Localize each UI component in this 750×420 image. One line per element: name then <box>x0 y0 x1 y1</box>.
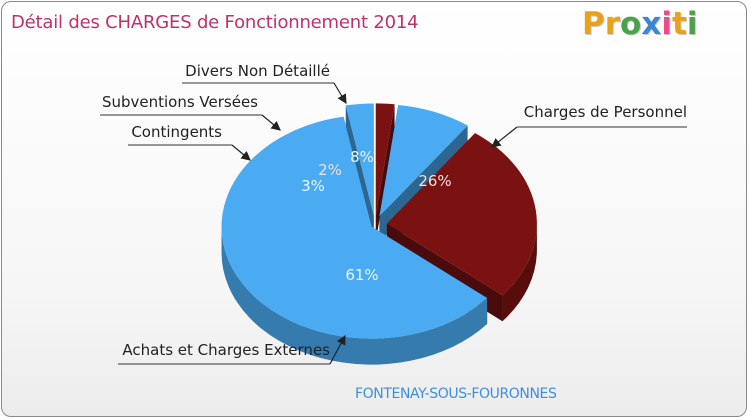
slice-percent-label: 3% <box>301 177 325 195</box>
leader-arrow <box>231 144 251 161</box>
slice-percent-label: 2% <box>318 161 342 179</box>
pie-slice <box>375 103 395 216</box>
slice-category-label: Divers Non Détaillé <box>185 62 330 80</box>
slice-percent-label: 8% <box>350 148 374 166</box>
pie-slice <box>345 103 374 216</box>
logo-letter: x <box>641 6 662 42</box>
proxiti-logo: Proxiti <box>582 6 697 42</box>
slice-category-label: Contingents <box>131 123 222 141</box>
pie-slice <box>221 116 488 339</box>
chart-title: Détail des CHARGES de Fonctionnement 201… <box>11 12 419 33</box>
slice-percent-label: 26% <box>418 172 451 190</box>
logo-letter: i <box>661 6 672 42</box>
logo-letter: t <box>671 6 687 42</box>
slice-category-label: Subventions Versées <box>102 93 258 111</box>
pie-slice <box>379 104 468 217</box>
logo-letter: P <box>582 6 605 42</box>
pie-slice-side <box>502 223 537 322</box>
leader-arrow <box>261 114 281 131</box>
slice-percent-label: 61% <box>345 266 378 284</box>
commune-name: FONTENAY-SOUS-FOURONNES <box>355 386 557 402</box>
logo-letter: i <box>686 6 698 42</box>
pie-slice-edge <box>345 105 374 242</box>
pie-slice <box>386 133 537 296</box>
leader-arrow <box>333 82 347 105</box>
logo-letter: o <box>620 6 642 42</box>
slice-category-label: Charges de Personnel <box>524 103 687 121</box>
leader-arrow <box>491 126 518 148</box>
pie-slice-edge <box>375 104 395 242</box>
leader-arrow <box>329 334 346 365</box>
pie-slice-side <box>221 226 488 365</box>
logo-letter: r <box>604 6 621 42</box>
slice-category-label: Achats et Charges Externes <box>122 341 330 359</box>
